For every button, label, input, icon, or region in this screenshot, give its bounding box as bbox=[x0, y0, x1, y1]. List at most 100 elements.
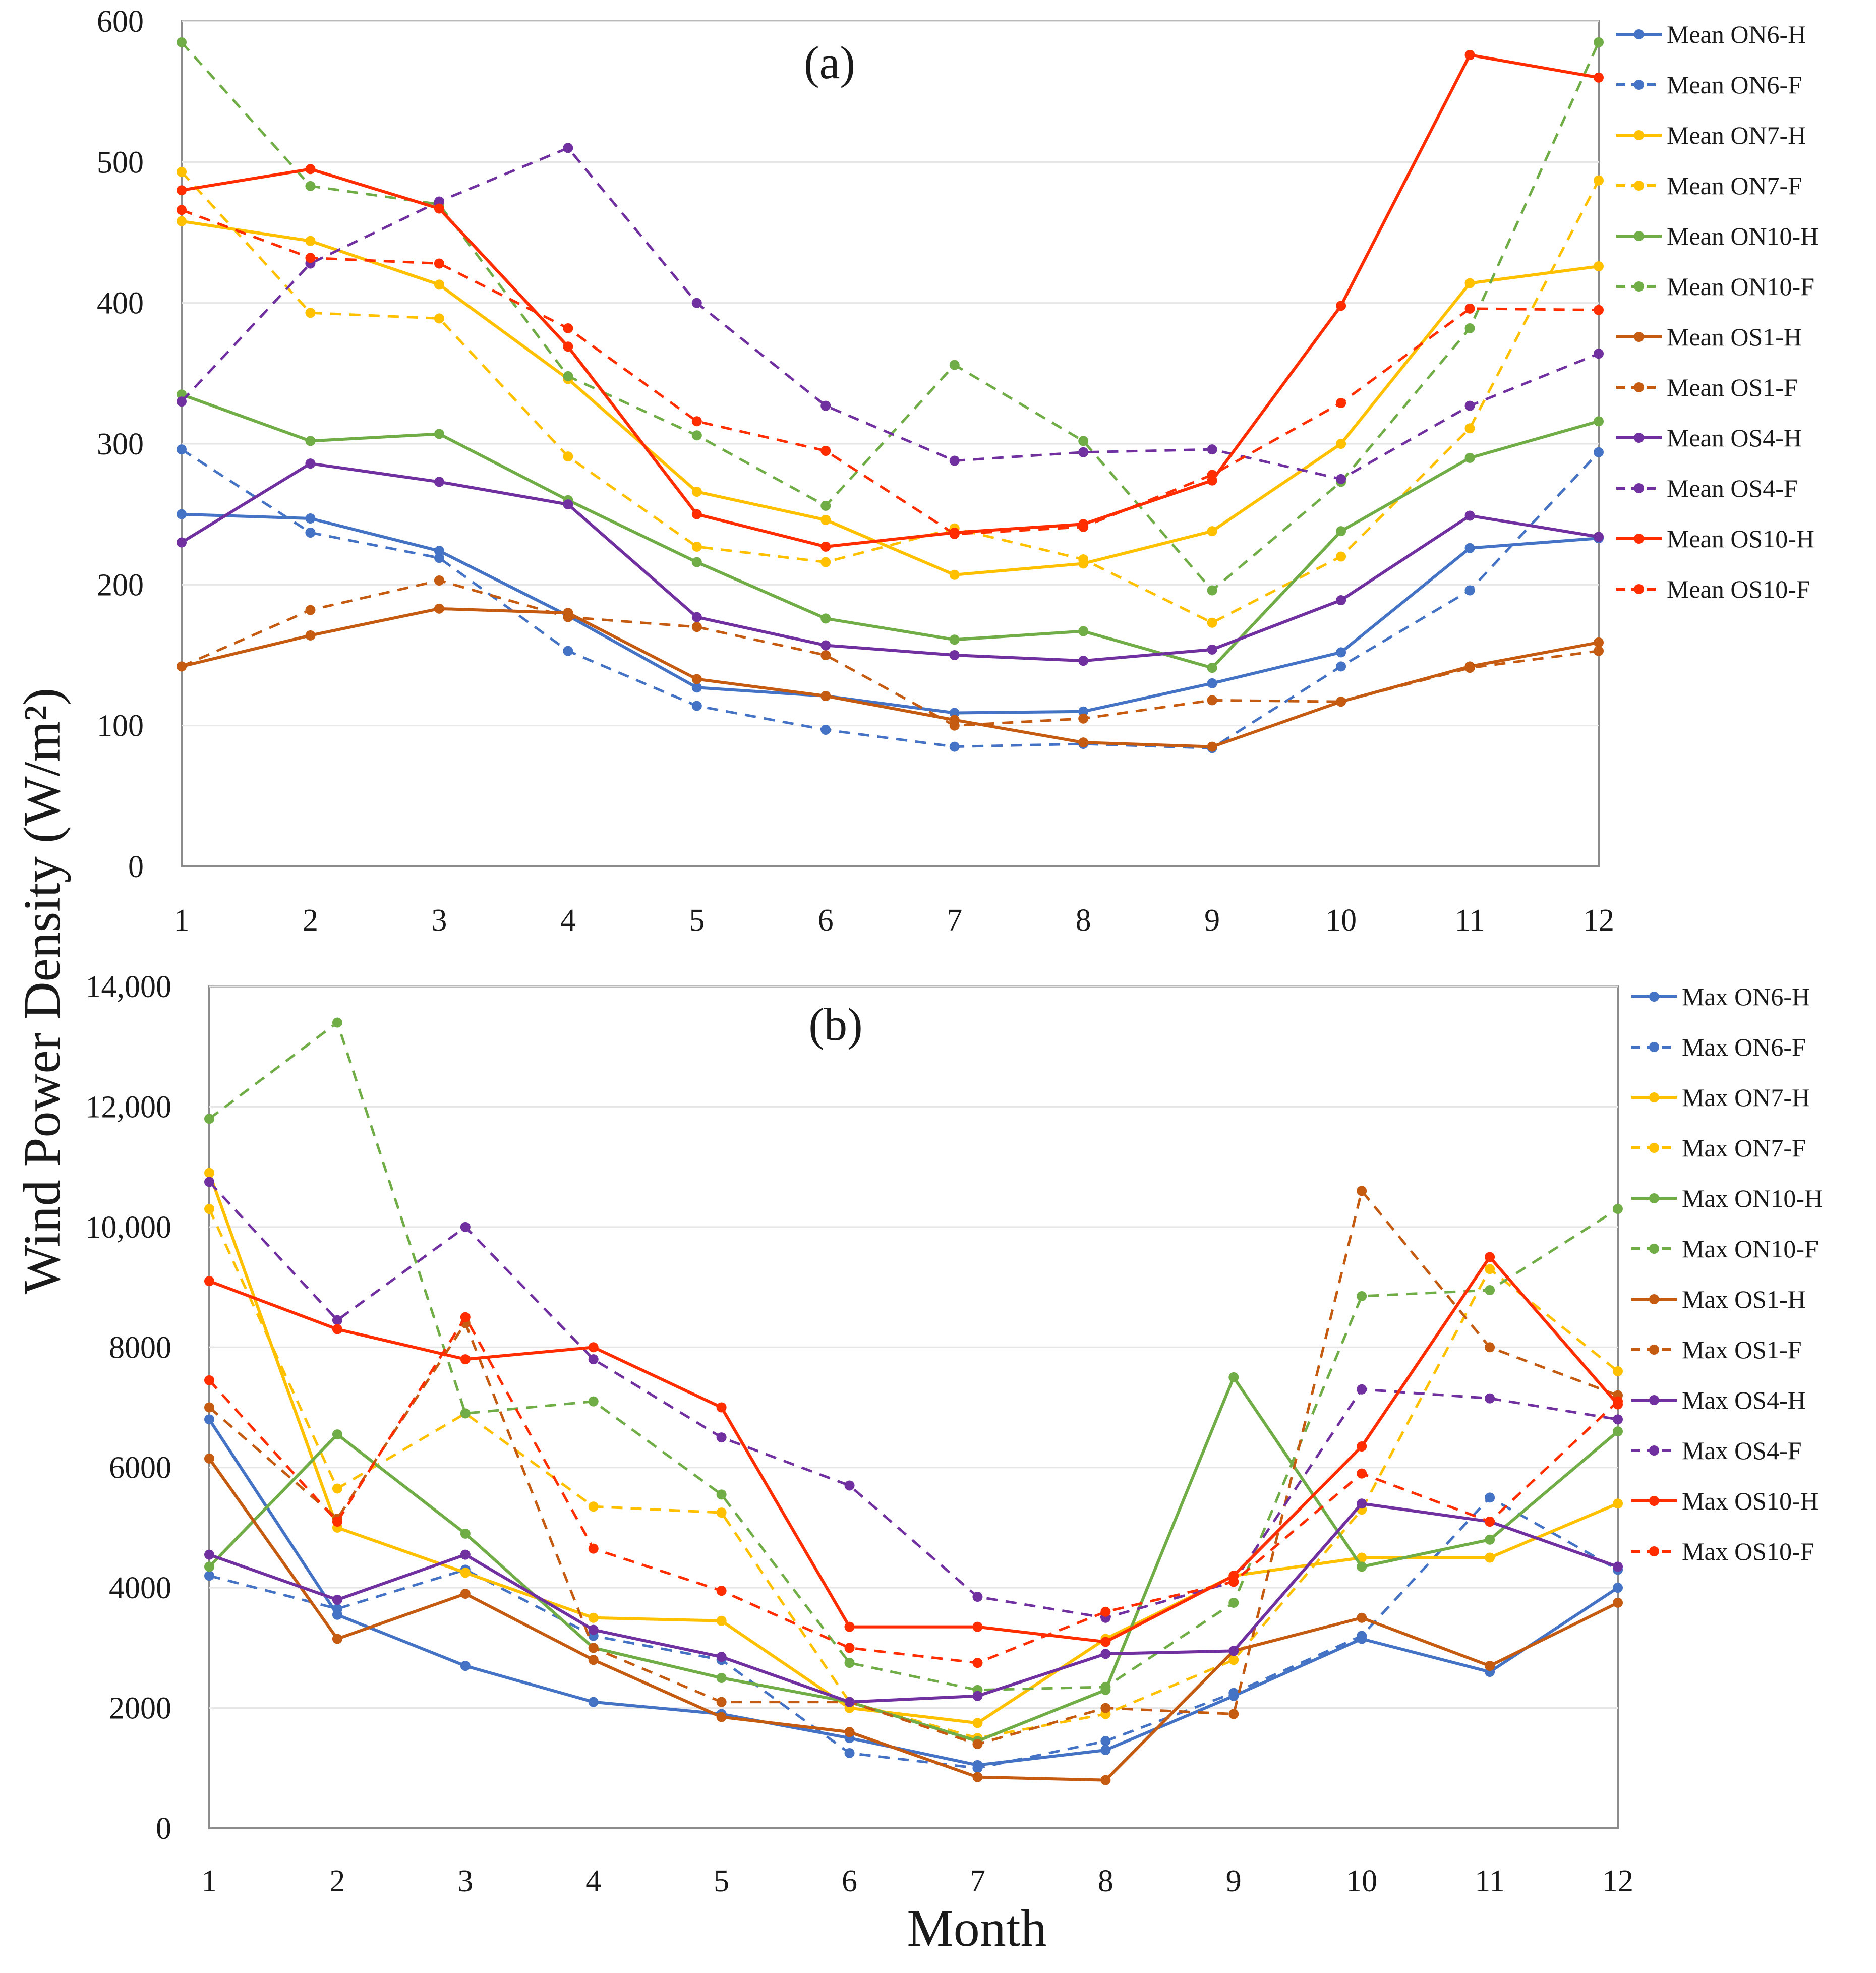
panel-a-line-mean-on7-f bbox=[181, 171, 1600, 624]
panel-b-point-max-on7-f bbox=[1613, 1366, 1623, 1376]
panel-b-point-max-os1-h bbox=[204, 1453, 214, 1464]
y-axis-label: Wind Power Density (W/m²) bbox=[13, 688, 71, 1295]
panel-b-point-max-os10-f bbox=[972, 1658, 983, 1668]
panel-b-legend-item-max-os1-f: Max OS1-F bbox=[1631, 1336, 1802, 1364]
panel-b-y-tick-label: 10,000 bbox=[86, 1210, 172, 1245]
panel-b-point-max-on6-f bbox=[1357, 1631, 1367, 1641]
panel-b-point-max-on7-h bbox=[1357, 1552, 1367, 1563]
panel-b-legend-item-max-os4-f: Max OS4-F bbox=[1631, 1436, 1802, 1465]
panel-b-line-max-os1-h bbox=[208, 1458, 1619, 1782]
panel-a-legend-label: Mean ON7-H bbox=[1667, 121, 1806, 149]
panel-a-point-mean-os10-h bbox=[1336, 301, 1346, 311]
panel-b-point-max-os4-h bbox=[1357, 1498, 1367, 1509]
panel-a-point-mean-os10-f bbox=[1594, 305, 1604, 315]
panel-a-point-mean-os1-f bbox=[1336, 697, 1346, 707]
panel-a-point-mean-os1-f bbox=[177, 661, 187, 672]
panel-b-legend-label: Max OS10-F bbox=[1682, 1537, 1814, 1565]
panel-b-x-ticks: 1 2 3 4 5 6 7 8 9 10 11 12 bbox=[202, 1864, 1634, 1898]
panel-b-point-max-os10-f bbox=[1357, 1468, 1367, 1479]
panel-a-legend-marker bbox=[1634, 181, 1644, 191]
panel-a-point-mean-on6-h bbox=[1336, 647, 1346, 658]
panel-a-point-mean-on10-f bbox=[691, 430, 702, 441]
panel-b-legend-marker bbox=[1649, 1395, 1659, 1405]
panel-a-legend-label: Mean ON10-F bbox=[1667, 272, 1814, 301]
panel-a-series-mean-os1-f bbox=[177, 575, 1604, 731]
panel-a-point-mean-on10-h bbox=[1336, 526, 1346, 537]
panel-a-legend-label: Mean OS4-F bbox=[1667, 474, 1798, 502]
panel-a-legend-marker bbox=[1634, 332, 1644, 342]
panel-a-point-mean-os10-h bbox=[691, 509, 702, 519]
panel-a-point-mean-on10-f bbox=[820, 500, 831, 511]
panel-b-legend-label: Max ON6-F bbox=[1682, 1033, 1806, 1061]
panel-b-point-max-on6-f bbox=[1228, 1688, 1239, 1698]
panel-a-point-mean-os4-h bbox=[820, 640, 831, 651]
panel-a-point-mean-on6-f bbox=[1594, 447, 1604, 457]
panel-a-x-tick-label: 8 bbox=[1076, 903, 1091, 938]
panel-b-legend-marker bbox=[1649, 1244, 1659, 1254]
panel-b-legend-item-max-on7-f: Max ON7-F bbox=[1631, 1134, 1806, 1162]
panel-a-legend-item-mean-os1-h: Mean OS1-H bbox=[1616, 323, 1802, 351]
panel-b-point-max-on10-h bbox=[1357, 1561, 1367, 1572]
panel-a-point-mean-os4-h bbox=[563, 499, 573, 510]
panel-b-x-tick-label: 11 bbox=[1475, 1864, 1505, 1898]
panel-a-line-mean-os10-h bbox=[181, 53, 1599, 548]
panel-b-point-max-on10-f bbox=[204, 1114, 214, 1124]
panel-a-point-mean-os10-f bbox=[563, 323, 573, 333]
panel-b-point-max-on7-h bbox=[716, 1615, 727, 1626]
panel-b-series-max-os10-h bbox=[204, 1252, 1623, 1647]
panel-b-point-max-os4-f bbox=[972, 1592, 983, 1602]
panel-b-legend-label: Max OS4-H bbox=[1682, 1386, 1806, 1414]
panel-a-point-mean-on10-f bbox=[1078, 436, 1089, 446]
panel-a-y-ticks: 0 100 200 300 400 500 600 bbox=[97, 5, 144, 884]
panel-a-point-mean-os10-f bbox=[305, 253, 316, 263]
panel-b-point-max-os4-h bbox=[1228, 1646, 1239, 1656]
panel-a-point-mean-on7-f bbox=[1207, 617, 1217, 628]
panel-b-x-tick-label: 2 bbox=[329, 1864, 345, 1898]
panel-a-point-mean-on10-h bbox=[1078, 626, 1089, 636]
panel-a-legend-marker bbox=[1634, 281, 1644, 292]
panel-b-point-max-os10-h bbox=[1357, 1441, 1367, 1452]
panel-b-point-max-os10-h bbox=[1100, 1637, 1111, 1647]
panel-a-legend: Mean ON6-H Mean ON6-F Mean ON7-H Mean ON7-F… bbox=[1616, 20, 1819, 603]
panel-b-y-tick-label: 12,000 bbox=[86, 1090, 172, 1124]
panel-b-point-max-os4-f bbox=[1613, 1414, 1623, 1425]
panel-a-point-mean-os10-f bbox=[1207, 470, 1217, 480]
panel-b-point-max-os1-h bbox=[716, 1712, 727, 1722]
panel-a-line-mean-os4-h bbox=[181, 462, 1599, 663]
panel-a-y-tick-label: 300 bbox=[97, 427, 144, 461]
panel-a-point-mean-on6-f bbox=[691, 701, 702, 711]
panel-b-point-max-os4-f bbox=[1485, 1393, 1495, 1404]
panel-b-point-max-on10-h bbox=[204, 1561, 214, 1572]
panel-b-legend-marker bbox=[1649, 1042, 1659, 1052]
panel-a-point-mean-on6-h bbox=[949, 708, 960, 718]
panel-a-legend-marker bbox=[1634, 80, 1644, 90]
panel-a-point-mean-on10-f bbox=[1207, 585, 1217, 596]
panel-b-legend-label: Max ON10-H bbox=[1682, 1184, 1823, 1212]
panel-a-point-mean-on7-f bbox=[434, 313, 444, 324]
panel-b-point-max-os4-f bbox=[716, 1432, 727, 1443]
panel-a-point-mean-os1-f bbox=[1464, 663, 1475, 673]
panel-b-point-max-on10-h bbox=[460, 1528, 471, 1539]
panel-a-point-mean-os10-f bbox=[1336, 397, 1346, 408]
panel-a-point-mean-os10-h bbox=[434, 203, 444, 214]
panel-b-point-max-on7-f bbox=[1485, 1264, 1495, 1274]
panel-a-y-tick-label: 200 bbox=[97, 568, 144, 602]
panel-b-legend-item-max-on10-h: Max ON10-H bbox=[1631, 1184, 1823, 1212]
panel-a-point-mean-os4-h bbox=[1464, 510, 1475, 521]
panel-a-point-mean-on7-f bbox=[1594, 175, 1604, 186]
panel-a-x-tick-label: 9 bbox=[1204, 903, 1220, 938]
panel-b-plot-area bbox=[208, 985, 1619, 1829]
panel-b-point-max-os4-h bbox=[1613, 1561, 1623, 1572]
panel-a-point-mean-os4-f bbox=[1078, 447, 1089, 457]
panel-a-point-mean-on7-f bbox=[691, 541, 702, 552]
panel-b-point-max-os1-f bbox=[1485, 1342, 1495, 1353]
panel-b-point-max-os4-h bbox=[332, 1594, 342, 1605]
panel-a-point-mean-on6-f bbox=[434, 553, 444, 563]
panel-a-legend-label: Mean ON7-F bbox=[1667, 171, 1802, 200]
panel-b-y-tick-label: 8000 bbox=[109, 1330, 171, 1365]
panel-b-point-max-on10-f bbox=[1228, 1597, 1239, 1608]
panel-a-x-tick-label: 7 bbox=[947, 903, 962, 938]
panel-a-legend-item-mean-os4-h: Mean OS4-H bbox=[1616, 424, 1802, 452]
panel-a-point-mean-on10-h bbox=[1594, 416, 1604, 427]
